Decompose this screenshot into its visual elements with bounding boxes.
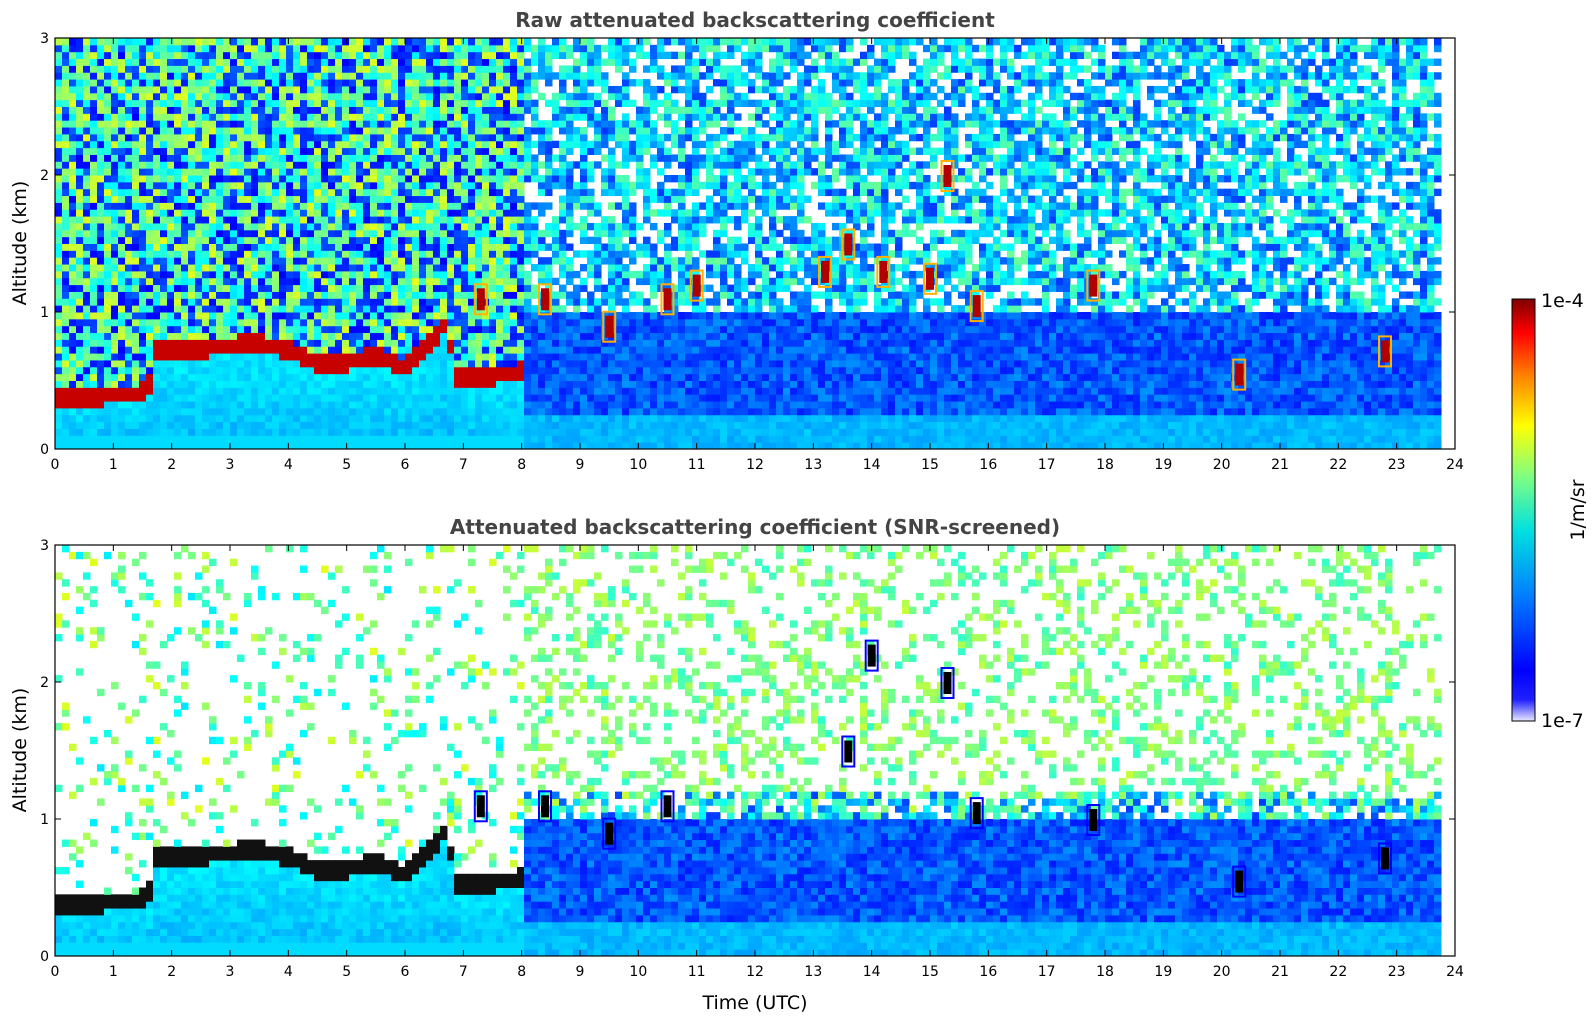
- cloud-patch: [1381, 340, 1389, 363]
- x-tick-label: 11: [688, 964, 706, 980]
- x-tick-label: 8: [517, 964, 526, 980]
- x-tick-label: 2: [167, 964, 176, 980]
- x-tick-label: 9: [576, 964, 585, 980]
- x-tick-label: 14: [863, 457, 881, 473]
- cloud-patch: [1089, 274, 1098, 297]
- panel1-title: Raw attenuated backscattering coefficien…: [515, 8, 995, 32]
- snr-screened-heatmap: [55, 545, 1455, 956]
- cloud-patch: [476, 288, 485, 311]
- x-tick-label: 19: [1154, 457, 1172, 473]
- cloud-patch: [844, 740, 853, 763]
- x-tick-label: 15: [921, 457, 939, 473]
- x-tick-label: 20: [1213, 457, 1231, 473]
- x-tick-label: 7: [459, 964, 468, 980]
- x-tick-label: 20: [1213, 964, 1231, 980]
- cloud-patch: [1089, 809, 1098, 831]
- snr-screened-panel: Attenuated backscattering coefficient (S…: [9, 515, 1464, 1014]
- x-tick-label: 18: [1096, 964, 1114, 980]
- cloud-patch: [821, 260, 829, 283]
- x-tick-label: 3: [226, 457, 235, 473]
- cloud-patch: [1381, 847, 1389, 870]
- y-tick-label: 3: [40, 538, 49, 554]
- x-tick-label: 2: [167, 457, 176, 473]
- colorbar-gradient: [1511, 298, 1536, 722]
- x-tick-label: 3: [226, 964, 235, 980]
- cloud-patch: [926, 267, 934, 290]
- panel1-ylabel: Altitude (km): [9, 181, 31, 306]
- raw-backscatter-panel: Raw attenuated backscattering coefficien…: [9, 8, 1464, 473]
- x-tick-label: 4: [284, 964, 293, 980]
- cloud-patch: [663, 288, 672, 311]
- cloud-patch: [844, 233, 853, 256]
- y-tick-label: 0: [40, 949, 49, 965]
- x-tick-label: 13: [804, 457, 822, 473]
- y-tick-label: 3: [40, 31, 49, 47]
- x-tick-label: 6: [401, 457, 410, 473]
- x-tick-label: 16: [979, 457, 997, 473]
- x-tick-label: 0: [51, 964, 60, 980]
- x-tick-label: 15: [921, 964, 939, 980]
- x-tick-label: 19: [1154, 964, 1172, 980]
- cloud-patch: [605, 822, 614, 845]
- x-tick-label: 10: [629, 457, 647, 473]
- x-tick-label: 23: [1388, 964, 1406, 980]
- x-tick-label: 1: [109, 964, 118, 980]
- x-tick-label: 6: [401, 964, 410, 980]
- x-tick-label: 21: [1271, 964, 1289, 980]
- colorbar: 1e-4 1e-7 1/m/sr: [1511, 290, 1589, 732]
- x-tick-label: 24: [1446, 457, 1464, 473]
- cloud-patch: [541, 288, 549, 311]
- cloud-patch: [867, 644, 876, 667]
- x-tick-label: 21: [1271, 457, 1289, 473]
- y-tick-label: 2: [40, 675, 49, 691]
- panel2-ylabel: Altitude (km): [9, 688, 31, 813]
- raw-backscatter-heatmap: [55, 38, 1455, 449]
- cloud-patch: [476, 795, 485, 818]
- colorbar-min-label: 1e-7: [1541, 710, 1584, 732]
- cloud-patch: [943, 165, 952, 187]
- x-tick-label: 10: [629, 964, 647, 980]
- x-tick-label: 17: [1038, 964, 1056, 980]
- x-tick-label: 24: [1446, 964, 1464, 980]
- cloud-patch: [943, 672, 952, 694]
- x-tick-label: 11: [688, 457, 706, 473]
- cloud-patch: [663, 795, 672, 818]
- x-tick-label: 4: [284, 457, 293, 473]
- cloud-patch: [972, 802, 981, 825]
- x-tick-label: 13: [804, 964, 822, 980]
- x-tick-label: 1: [109, 457, 118, 473]
- x-tick-label: 22: [1329, 457, 1347, 473]
- x-tick-label: 5: [342, 964, 351, 980]
- colorbar-max-label: 1e-4: [1541, 290, 1584, 312]
- cloud-patch: [1235, 870, 1244, 893]
- x-tick-label: 14: [863, 964, 881, 980]
- cloud-patch: [605, 315, 614, 338]
- panel2-title: Attenuated backscattering coefficient (S…: [450, 515, 1060, 539]
- x-tick-label: 5: [342, 457, 351, 473]
- x-tick-label: 23: [1388, 457, 1406, 473]
- x-tick-label: 17: [1038, 457, 1056, 473]
- colorbar-unit-label: 1/m/sr: [1567, 479, 1589, 540]
- x-tick-label: 7: [459, 457, 468, 473]
- y-tick-label: 1: [40, 305, 49, 321]
- x-tick-label: 12: [746, 457, 764, 473]
- x-tick-label: 12: [746, 964, 764, 980]
- y-tick-label: 1: [40, 812, 49, 828]
- cloud-patch: [692, 274, 701, 297]
- x-tick-label: 9: [576, 457, 585, 473]
- y-tick-label: 0: [40, 442, 49, 458]
- x-tick-label: 22: [1329, 964, 1347, 980]
- y-tick-label: 2: [40, 168, 49, 184]
- x-tick-label: 18: [1096, 457, 1114, 473]
- cloud-patch: [541, 795, 549, 818]
- panel2-xlabel: Time (UTC): [701, 992, 807, 1014]
- cloud-patch: [972, 295, 981, 318]
- x-tick-label: 8: [517, 457, 526, 473]
- x-tick-label: 16: [979, 964, 997, 980]
- cloud-patch: [1235, 363, 1244, 386]
- cloud-patch: [879, 260, 888, 283]
- x-tick-label: 0: [51, 457, 60, 473]
